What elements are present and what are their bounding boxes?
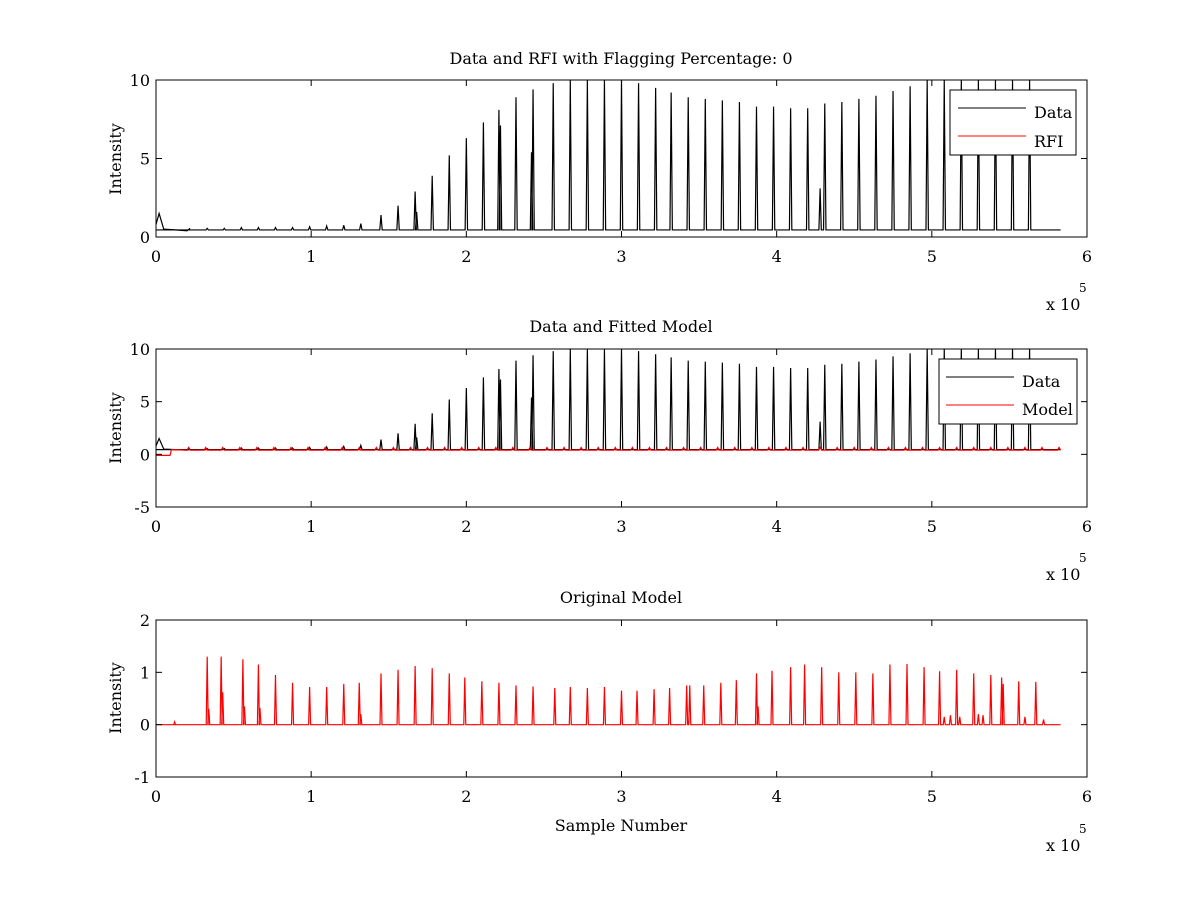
legend-entry-data: Data	[1022, 372, 1061, 391]
x-tick-label: 5	[927, 517, 937, 536]
x-tick-label: 3	[616, 517, 626, 536]
x-tick-label: 4	[772, 517, 782, 536]
plot-area	[155, 619, 1088, 778]
x-tick-label: 0	[151, 517, 161, 536]
y-axis-label: Intensity	[106, 662, 125, 734]
plot-area	[155, 79, 1088, 238]
panel-title: Data and Fitted Model	[529, 317, 712, 336]
x-tick-label: 5	[927, 787, 937, 806]
y-tick-label: 5	[140, 393, 150, 412]
y-tick-label: 10	[130, 340, 150, 359]
x-tick-label: 4	[772, 247, 782, 266]
x-tick-label: 1	[306, 787, 316, 806]
x-tick-label: 1	[306, 247, 316, 266]
x-tick-label: 5	[927, 247, 937, 266]
x-tick-label: 4	[772, 787, 782, 806]
x-tick-label: 0	[151, 247, 161, 266]
panel-title: Original Model	[560, 588, 682, 607]
x-tick-label: 0	[151, 787, 161, 806]
x-tick-label: 6	[1082, 247, 1092, 266]
y-tick-label: 10	[130, 71, 150, 90]
series-data-line	[156, 80, 1061, 231]
y-tick-label: 5	[140, 150, 150, 169]
x-tick-label: 1	[306, 517, 316, 536]
x-multiplier-exponent: 5	[1079, 551, 1087, 565]
panel-data-model: Data and Fitted Model Intensity 0 1 2 3 4 5 6 -…	[106, 317, 1092, 584]
y-tick-label: 2	[140, 611, 150, 630]
legend: Data RFI	[949, 89, 1077, 156]
x-tick-label: 3	[616, 247, 626, 266]
x-tick-label: 2	[461, 517, 471, 536]
y-axis-label: Intensity	[106, 392, 125, 464]
panel-title: Data and RFI with Flagging Percentage: 0	[449, 49, 792, 68]
legend: Data Model	[938, 358, 1078, 425]
y-tick-label: -5	[134, 498, 150, 517]
legend-entry-rfi: RFI	[1034, 132, 1063, 151]
x-tick-label: 6	[1082, 787, 1092, 806]
x-tick-label: 2	[461, 787, 471, 806]
x-multiplier-exponent: 5	[1079, 281, 1087, 295]
x-tick-label: 2	[461, 247, 471, 266]
series-model-line	[156, 656, 1061, 726]
x-tick-label: 3	[616, 787, 626, 806]
x-multiplier-label: x 10	[1046, 295, 1080, 314]
x-multiplier-exponent: 5	[1079, 822, 1087, 836]
series-data-line	[156, 349, 1061, 451]
y-tick-label: 1	[140, 663, 150, 682]
series-lines	[156, 656, 1061, 726]
y-tick-label: -1	[134, 768, 150, 787]
plot-area	[155, 348, 1088, 508]
series-lines	[156, 349, 1062, 456]
y-tick-label: 0	[140, 716, 150, 735]
series-model-line	[156, 446, 1062, 456]
legend-entry-data: Data	[1034, 103, 1073, 122]
series-data-transient	[156, 211, 191, 232]
y-tick-label: 0	[140, 445, 150, 464]
panel-data-rfi: Data and RFI with Flagging Percentage: 0…	[106, 49, 1092, 314]
x-multiplier-label: x 10	[1046, 565, 1080, 584]
series-lines	[156, 80, 1061, 232]
legend-entry-model: Model	[1022, 400, 1073, 419]
series-model-blip	[173, 719, 177, 725]
tick-labels: 0 1 2 3 4 5 6 0 5 10	[130, 71, 1092, 266]
y-tick-label: 0	[140, 228, 150, 247]
series-data-transient	[156, 437, 191, 451]
x-tick-label: 6	[1082, 517, 1092, 536]
x-multiplier-label: x 10	[1046, 836, 1080, 855]
y-axis-label: Intensity	[106, 123, 125, 195]
x-axis-label: Sample Number	[555, 816, 688, 835]
